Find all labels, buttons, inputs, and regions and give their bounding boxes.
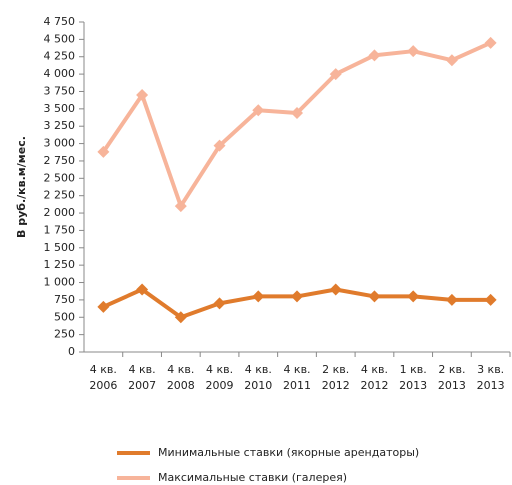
x-tick-label: 4 кв. 2012: [360, 363, 389, 392]
x-tick-label: 4 кв. 2009: [205, 363, 234, 392]
y-tick-label: 3 250: [44, 119, 76, 132]
x-tick-label: 4 кв. 2010: [244, 363, 273, 392]
marker: [329, 68, 342, 81]
legend-label: Минимальные ставки (якорные арендаторы): [158, 446, 419, 459]
y-tick-label: 500: [54, 310, 75, 323]
x-tick-label: 1 кв. 2013: [399, 363, 428, 392]
marker: [213, 297, 226, 310]
marker: [97, 300, 110, 313]
y-tick-label: 4 250: [44, 50, 76, 63]
y-tick-label: 3 500: [44, 102, 76, 115]
marker: [291, 290, 303, 303]
y-tick-label: 2 500: [44, 171, 76, 184]
y-tick-label: 4 750: [44, 15, 76, 28]
legend-label: Максимальные ставки (галерея): [158, 471, 347, 484]
marker: [97, 145, 110, 158]
y-tick-label: 750: [54, 293, 75, 306]
y-tick-label: 1 250: [44, 258, 76, 271]
y-tick-label: 2 000: [44, 206, 76, 219]
marker: [136, 88, 149, 101]
y-tick-label: 3 000: [44, 137, 76, 150]
marker: [174, 311, 187, 324]
marker: [174, 200, 187, 213]
x-tick-label: 3 кв. 2013: [476, 363, 505, 392]
x-tick-label: 2 кв. 2012: [321, 363, 350, 392]
marker: [445, 54, 458, 67]
y-tick-label: 1 750: [44, 223, 76, 236]
series-line: [101, 41, 492, 209]
y-axis-label: В руб./кв.м/мес.: [15, 136, 28, 238]
marker: [368, 49, 381, 62]
marker: [407, 45, 420, 58]
y-tick-label: 4 500: [44, 32, 76, 45]
y-tick-label: 2 750: [44, 154, 76, 167]
y-tick-label: 2 250: [44, 189, 76, 202]
marker: [291, 107, 303, 120]
marker: [213, 139, 226, 152]
marker: [368, 290, 381, 303]
x-tick-label: 4 кв. 2011: [283, 363, 311, 392]
marker: [329, 283, 342, 296]
marker: [484, 293, 497, 306]
marker: [252, 104, 265, 117]
x-tick-label: 4 кв. 2006: [89, 363, 118, 392]
marker: [407, 290, 420, 303]
x-tick-label: 4 кв. 2008: [166, 363, 195, 392]
y-tick-label: 0: [68, 345, 75, 358]
x-tick-label: 2 кв. 2013: [437, 363, 466, 392]
x-tick-label: 4 кв. 2007: [128, 363, 157, 392]
y-tick-label: 4 000: [44, 67, 76, 80]
y-tick-label: 250: [54, 328, 75, 341]
y-tick-label: 1 000: [44, 276, 76, 289]
marker: [252, 290, 265, 303]
y-tick-label: 1 500: [44, 241, 76, 254]
marker: [445, 293, 458, 306]
y-tick-label: 3 750: [44, 84, 76, 97]
marker: [136, 283, 149, 296]
marker: [484, 36, 497, 49]
